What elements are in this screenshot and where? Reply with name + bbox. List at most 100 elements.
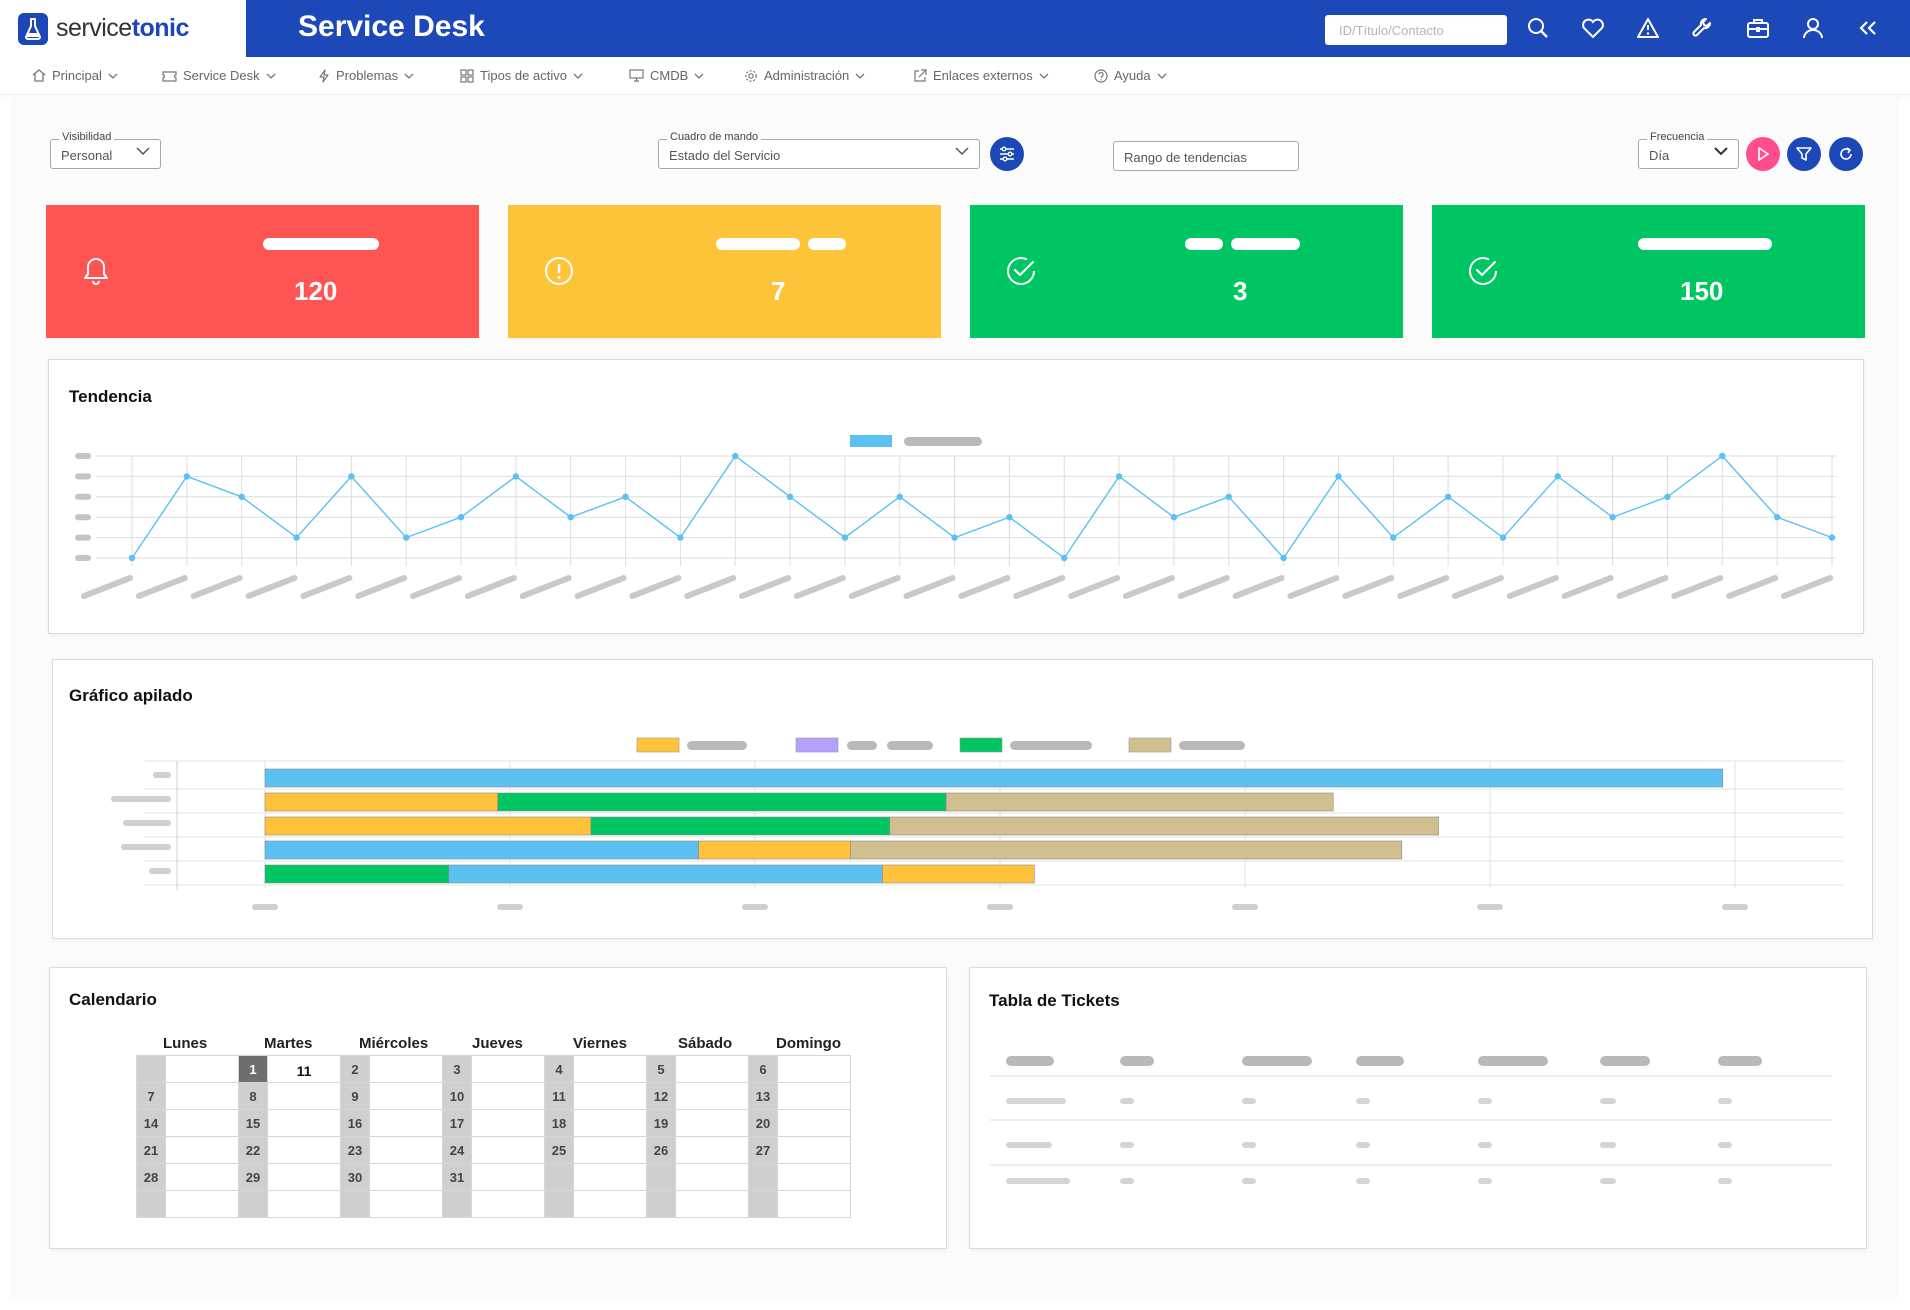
calendar-day-cell[interactable]: [573, 1190, 647, 1218]
menu-item-enlaces-externos[interactable]: Enlaces externos: [913, 68, 1049, 83]
calendar-day-cell[interactable]: [267, 1109, 341, 1137]
calendar-day-cell[interactable]: [165, 1055, 239, 1083]
calendar-day-cell[interactable]: [675, 1190, 749, 1218]
search-icon[interactable]: [1523, 13, 1553, 43]
calendar-day-number[interactable]: 15: [238, 1109, 268, 1137]
calendar-day-number[interactable]: 1: [238, 1055, 268, 1083]
kpi-card-resolved[interactable]: 3: [970, 205, 1403, 338]
calendar-day-cell[interactable]: [573, 1163, 647, 1191]
calendar-day-cell[interactable]: [675, 1082, 749, 1110]
menu-item-tipos-activo[interactable]: Tipos de activo: [460, 68, 583, 83]
calendar-day-cell[interactable]: [675, 1109, 749, 1137]
calendar-day-number[interactable]: 7: [136, 1082, 166, 1110]
calendar-day-cell[interactable]: [165, 1190, 239, 1218]
calendar-day-number[interactable]: 25: [544, 1136, 574, 1164]
calendar-day-cell[interactable]: [165, 1109, 239, 1137]
calendar-day-cell[interactable]: [267, 1190, 341, 1218]
calendar-day-cell[interactable]: [573, 1136, 647, 1164]
menu-item-cmdb[interactable]: CMDB: [629, 68, 704, 83]
trend-range-input[interactable]: Rango de tendencias: [1113, 141, 1299, 171]
calendar-day-number[interactable]: 18: [544, 1109, 574, 1137]
calendar-day-cell[interactable]: [777, 1190, 851, 1218]
calendar-day-cell[interactable]: [471, 1136, 545, 1164]
menu-item-problemas[interactable]: Problemas: [318, 68, 414, 83]
briefcase-icon[interactable]: [1743, 13, 1773, 43]
calendar-day-cell[interactable]: [777, 1082, 851, 1110]
calendar-day-number[interactable]: 11: [544, 1082, 574, 1110]
calendar-day-cell[interactable]: [573, 1055, 647, 1083]
collapse-icon[interactable]: [1853, 13, 1883, 43]
calendar-day-number[interactable]: 4: [544, 1055, 574, 1083]
kpi-card-closed[interactable]: 150: [1432, 205, 1865, 338]
kpi-card-warning[interactable]: 7: [508, 205, 941, 338]
filter-button[interactable]: [1787, 137, 1821, 171]
calendar-day-number[interactable]: 16: [340, 1109, 370, 1137]
calendar-day-number[interactable]: 31: [442, 1163, 472, 1191]
calendar-day-number[interactable]: 22: [238, 1136, 268, 1164]
calendar-day-cell[interactable]: [165, 1163, 239, 1191]
calendar-day-number[interactable]: 21: [136, 1136, 166, 1164]
dashboard-select[interactable]: Cuadro de mando Estado del Servicio: [658, 131, 980, 169]
calendar-day-number[interactable]: 23: [340, 1136, 370, 1164]
calendar-day-number[interactable]: 9: [340, 1082, 370, 1110]
kpi-card-open[interactable]: 120: [46, 205, 479, 338]
calendar-day-cell[interactable]: [675, 1136, 749, 1164]
calendar-day-number[interactable]: 10: [442, 1082, 472, 1110]
calendar-day-number[interactable]: [748, 1163, 778, 1191]
play-button[interactable]: [1746, 137, 1780, 171]
refresh-button[interactable]: [1829, 137, 1863, 171]
menu-item-service-desk[interactable]: Service Desk: [162, 68, 276, 83]
calendar-day-number[interactable]: [646, 1190, 676, 1218]
calendar-day-cell[interactable]: [369, 1136, 443, 1164]
calendar-day-cell[interactable]: [777, 1055, 851, 1083]
calendar-day-cell[interactable]: [573, 1109, 647, 1137]
calendar-day-cell[interactable]: [471, 1055, 545, 1083]
heart-icon[interactable]: [1578, 13, 1608, 43]
calendar-day-cell[interactable]: [471, 1082, 545, 1110]
menu-item-principal[interactable]: Principal: [32, 68, 118, 83]
calendar-day-cell[interactable]: [675, 1163, 749, 1191]
calendar-day-cell[interactable]: [267, 1136, 341, 1164]
calendar-day-number[interactable]: [340, 1190, 370, 1218]
calendar-day-cell[interactable]: [777, 1163, 851, 1191]
calendar-day-number[interactable]: [442, 1190, 472, 1218]
wrench-icon[interactable]: [1688, 13, 1718, 43]
calendar-day-number[interactable]: [646, 1163, 676, 1191]
calendar-day-cell[interactable]: [369, 1163, 443, 1191]
calendar-day-number[interactable]: 3: [442, 1055, 472, 1083]
calendar-day-cell[interactable]: [369, 1055, 443, 1083]
calendar-day-cell[interactable]: [165, 1082, 239, 1110]
calendar-day-number[interactable]: 12: [646, 1082, 676, 1110]
calendar-day-cell[interactable]: [777, 1109, 851, 1137]
calendar-day-cell[interactable]: [471, 1190, 545, 1218]
frequency-select[interactable]: Frecuencia Día: [1638, 131, 1739, 169]
calendar-day-number[interactable]: 8: [238, 1082, 268, 1110]
calendar-day-number[interactable]: 13: [748, 1082, 778, 1110]
user-icon[interactable]: [1798, 13, 1828, 43]
menu-item-ayuda[interactable]: Ayuda: [1094, 68, 1167, 83]
calendar-day-number[interactable]: [748, 1190, 778, 1218]
calendar-day-cell[interactable]: [471, 1163, 545, 1191]
dashboard-settings-button[interactable]: [990, 137, 1024, 171]
calendar-day-cell[interactable]: [471, 1109, 545, 1137]
calendar-day-cell[interactable]: [777, 1136, 851, 1164]
calendar-day-number[interactable]: [136, 1190, 166, 1218]
calendar-day-number[interactable]: 24: [442, 1136, 472, 1164]
calendar-day-number[interactable]: 5: [646, 1055, 676, 1083]
calendar-day-cell[interactable]: [573, 1082, 647, 1110]
search-input[interactable]: [1325, 15, 1507, 45]
logo[interactable]: servicetonic: [0, 0, 246, 57]
calendar-day-number[interactable]: 14: [136, 1109, 166, 1137]
calendar-day-cell[interactable]: [369, 1109, 443, 1137]
calendar-day-number[interactable]: [544, 1163, 574, 1191]
calendar-day-number[interactable]: 30: [340, 1163, 370, 1191]
calendar-day-number[interactable]: 29: [238, 1163, 268, 1191]
calendar-day-number[interactable]: 6: [748, 1055, 778, 1083]
calendar-day-number[interactable]: 17: [442, 1109, 472, 1137]
calendar-day-number[interactable]: 19: [646, 1109, 676, 1137]
calendar-day-number[interactable]: [238, 1190, 268, 1218]
calendar-day-number[interactable]: [544, 1190, 574, 1218]
calendar-day-number[interactable]: 27: [748, 1136, 778, 1164]
calendar-day-number[interactable]: 20: [748, 1109, 778, 1137]
calendar-day-number[interactable]: 28: [136, 1163, 166, 1191]
